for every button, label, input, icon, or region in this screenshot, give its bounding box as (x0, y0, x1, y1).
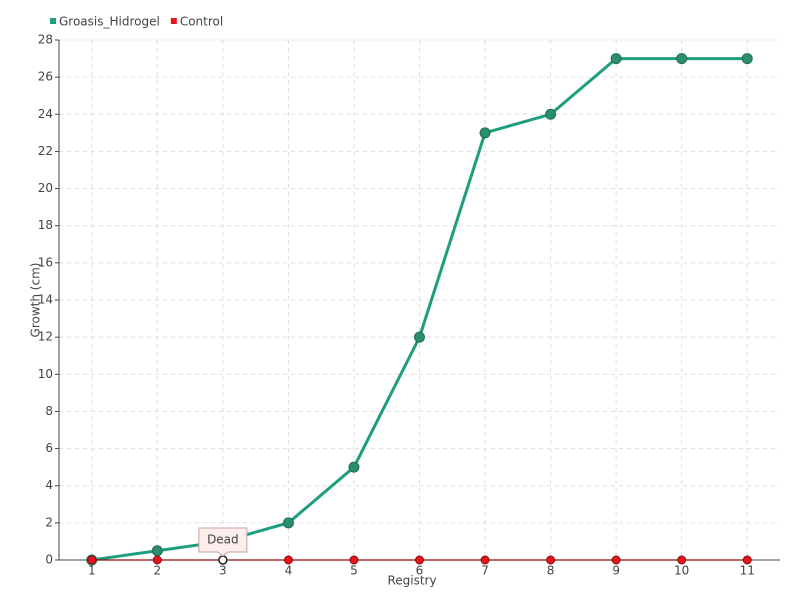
y-axis-label: Growth (cm) (29, 263, 43, 338)
x-tick-label: 8 (547, 564, 555, 578)
data-point (348, 461, 360, 473)
data-point (676, 53, 688, 65)
data-point (610, 53, 622, 65)
data-point (677, 555, 687, 565)
data-point (151, 545, 163, 557)
y-tick-label: 14 (38, 293, 53, 307)
data-point (87, 555, 97, 565)
x-tick-label: 11 (740, 564, 755, 578)
y-tick-label: 4 (45, 478, 53, 492)
data-point (283, 555, 293, 565)
annotation: Dead (198, 527, 248, 557)
data-point (414, 331, 425, 343)
y-tick-label: 18 (38, 218, 53, 232)
x-tick-label: 7 (481, 564, 489, 578)
data-point (282, 517, 294, 529)
data-point (349, 555, 359, 565)
x-tick-label: 9 (612, 564, 620, 578)
data-point (152, 555, 162, 565)
y-tick-label: 10 (38, 367, 53, 381)
y-tick-label: 0 (45, 553, 53, 567)
data-point (479, 127, 491, 139)
x-tick-label: 10 (674, 564, 689, 578)
legend-label: Groasis_Hidrogel (59, 15, 160, 29)
x-tick-label: 2 (153, 564, 161, 578)
series-line (91, 57, 748, 562)
data-point (218, 555, 228, 565)
y-tick-label: 16 (38, 255, 53, 269)
x-axis-label: Registry (387, 574, 436, 588)
x-tick-label: 6 (416, 564, 424, 578)
data-point (415, 555, 424, 565)
data-point (480, 555, 490, 565)
legend-swatch (50, 18, 56, 24)
y-tick-label: 6 (45, 441, 53, 455)
x-tick-label: 3 (219, 564, 227, 578)
legend-label: Control (180, 15, 223, 29)
y-tick-label: 22 (38, 144, 53, 158)
data-point (546, 555, 556, 565)
data-point (611, 555, 621, 565)
x-tick-label: 5 (350, 564, 358, 578)
annotation-text: Dead (207, 533, 239, 547)
data-point (741, 53, 753, 65)
y-tick-label: 20 (38, 181, 53, 195)
y-tick-label: 28 (38, 33, 53, 47)
annotation-box (198, 527, 248, 557)
y-tick-label: 26 (38, 70, 53, 84)
y-tick-label: 24 (38, 107, 53, 121)
data-point (545, 108, 557, 120)
y-tick-label: 8 (45, 404, 53, 418)
x-tick-label: 1 (88, 564, 96, 578)
x-tick-label: 4 (285, 564, 293, 578)
legend-swatch (170, 18, 177, 24)
y-tick-label: 2 (45, 515, 53, 529)
data-point (742, 555, 752, 565)
y-tick-label: 12 (38, 330, 53, 344)
